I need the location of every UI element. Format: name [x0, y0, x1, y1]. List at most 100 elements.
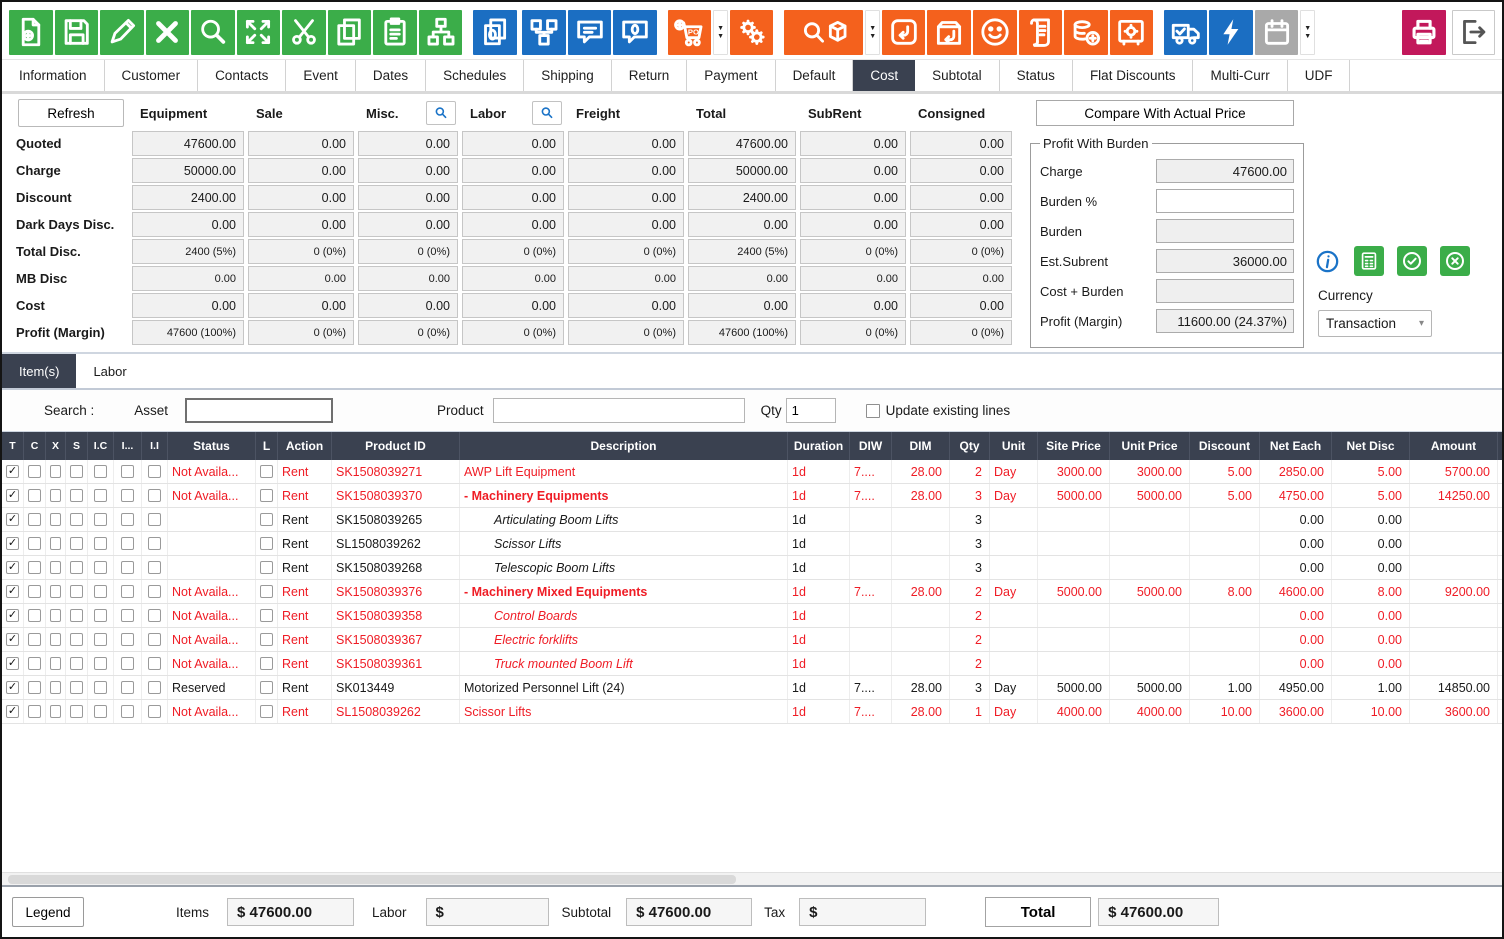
- dropdown-arrows-button[interactable]: ▼ ▼: [713, 9, 728, 55]
- calculate-button[interactable]: [1354, 246, 1384, 276]
- row-flag-checkbox[interactable]: ✓: [6, 585, 19, 598]
- items-column-header-unit[interactable]: Unit: [990, 432, 1038, 460]
- row-flag-checkbox[interactable]: ✓: [6, 609, 19, 622]
- line-checkbox[interactable]: [260, 705, 273, 718]
- items-tab-items[interactable]: Item(s): [2, 354, 77, 388]
- items-column-header-l[interactable]: L: [256, 432, 278, 460]
- items-column-header-product-id[interactable]: Product ID: [332, 432, 460, 460]
- row-flag-checkbox[interactable]: [94, 489, 107, 502]
- row-flag-checkbox[interactable]: [121, 537, 134, 550]
- line-checkbox[interactable]: [260, 681, 273, 694]
- row-flag-checkbox[interactable]: [121, 585, 134, 598]
- items-column-header-discount[interactable]: Discount: [1190, 432, 1260, 460]
- cost-labor-search-button[interactable]: [532, 101, 562, 125]
- items-column-header-i-c[interactable]: I.C: [88, 432, 114, 460]
- safe-button[interactable]: [1109, 9, 1154, 55]
- tab-information[interactable]: Information: [2, 60, 105, 91]
- line-checkbox[interactable]: [260, 657, 273, 670]
- row-flag-checkbox[interactable]: ✓: [6, 513, 19, 526]
- row-flag-checkbox[interactable]: [28, 465, 41, 478]
- items-column-header-unit-price[interactable]: Unit Price: [1110, 432, 1190, 460]
- row-flag-checkbox[interactable]: ✓: [6, 537, 19, 550]
- row-flag-checkbox[interactable]: [70, 489, 83, 502]
- gears-button[interactable]: [729, 9, 774, 55]
- line-checkbox[interactable]: [260, 561, 273, 574]
- purchase-order-cart-button[interactable]: PO: [667, 9, 712, 55]
- compare-with-actual-price-button[interactable]: Compare With Actual Price: [1036, 100, 1294, 126]
- row-flag-checkbox[interactable]: [121, 705, 134, 718]
- row-flag-checkbox[interactable]: [50, 489, 61, 502]
- receipt-button[interactable]: [1018, 9, 1063, 55]
- row-flag-checkbox[interactable]: [28, 537, 41, 550]
- items-column-header-status[interactable]: Status: [168, 432, 256, 460]
- row-flag-checkbox[interactable]: [28, 609, 41, 622]
- row-flag-checkbox[interactable]: [50, 561, 61, 574]
- cost-misc-search-button[interactable]: [426, 101, 456, 125]
- row-flag-checkbox[interactable]: [50, 657, 61, 670]
- row-flag-checkbox[interactable]: [50, 585, 61, 598]
- row-flag-checkbox[interactable]: [121, 609, 134, 622]
- row-flag-checkbox[interactable]: [50, 465, 61, 478]
- items-column-header-dim[interactable]: DIM: [892, 432, 950, 460]
- box-return-button[interactable]: [927, 9, 972, 55]
- row-flag-checkbox[interactable]: [148, 537, 161, 550]
- exit-button[interactable]: [1451, 9, 1496, 55]
- row-flag-checkbox[interactable]: [50, 681, 61, 694]
- row-flag-checkbox[interactable]: [28, 657, 41, 670]
- tab-udf[interactable]: UDF: [1288, 60, 1351, 91]
- table-row[interactable]: ✓ Not Availa... Rent SK1508039367 Electric f…: [2, 628, 1502, 652]
- items-column-header-amount[interactable]: Amount: [1410, 432, 1498, 460]
- row-flag-checkbox[interactable]: [94, 537, 107, 550]
- row-flag-checkbox[interactable]: ✓: [6, 633, 19, 646]
- search-button[interactable]: [191, 9, 235, 55]
- row-flag-checkbox[interactable]: ✓: [6, 489, 19, 502]
- row-flag-checkbox[interactable]: [148, 561, 161, 574]
- line-checkbox[interactable]: [260, 489, 273, 502]
- workflow-button[interactable]: [522, 9, 566, 55]
- items-column-header-s[interactable]: S: [66, 432, 88, 460]
- table-row[interactable]: ✓ Not Availa... Rent SK1508039370- Machiner…: [2, 484, 1502, 508]
- row-flag-checkbox[interactable]: [148, 465, 161, 478]
- lightning-button[interactable]: [1209, 9, 1253, 55]
- tab-dates[interactable]: Dates: [356, 60, 427, 91]
- row-flag-checkbox[interactable]: [70, 705, 83, 718]
- tab-status[interactable]: Status: [1000, 60, 1073, 91]
- dropdown-arrows-button[interactable]: ▼ ▼: [1300, 9, 1316, 55]
- asset-input[interactable]: [185, 398, 334, 423]
- items-column-header-description[interactable]: Description: [460, 432, 788, 460]
- items-column-header-i-[interactable]: I...: [114, 432, 142, 460]
- comment-count-button[interactable]: [613, 9, 658, 55]
- row-flag-checkbox[interactable]: [50, 537, 61, 550]
- row-flag-checkbox[interactable]: [148, 489, 161, 502]
- print-button[interactable]: [1402, 9, 1446, 55]
- table-row[interactable]: ✓ Rent SK1508039268 Telescopic Boom Lifts 1d…: [2, 556, 1502, 580]
- line-checkbox[interactable]: [260, 609, 273, 622]
- row-flag-checkbox[interactable]: [121, 657, 134, 670]
- qty-input[interactable]: [785, 398, 836, 423]
- row-flag-checkbox[interactable]: [121, 465, 134, 478]
- row-flag-checkbox[interactable]: [94, 513, 107, 526]
- journal-return-button[interactable]: [881, 9, 926, 55]
- currency-dropdown[interactable]: Transaction ▾: [1318, 310, 1432, 337]
- row-flag-checkbox[interactable]: [70, 585, 83, 598]
- expand-button[interactable]: [236, 9, 281, 55]
- row-flag-checkbox[interactable]: [94, 561, 107, 574]
- items-column-header-diw[interactable]: DIW: [850, 432, 892, 460]
- row-flag-checkbox[interactable]: ✓: [6, 561, 19, 574]
- table-row[interactable]: ✓ Not Availa... Rent SK1508039271 AWP Lift E…: [2, 460, 1502, 484]
- save-button[interactable]: [54, 9, 99, 55]
- row-flag-checkbox[interactable]: [50, 513, 61, 526]
- row-flag-checkbox[interactable]: [148, 657, 161, 670]
- row-flag-checkbox[interactable]: [121, 489, 134, 502]
- row-flag-checkbox[interactable]: [28, 585, 41, 598]
- row-flag-checkbox[interactable]: [50, 705, 61, 718]
- items-column-header-site-price[interactable]: Site Price: [1038, 432, 1110, 460]
- row-flag-checkbox[interactable]: [28, 633, 41, 646]
- row-flag-checkbox[interactable]: [70, 681, 83, 694]
- delete-button[interactable]: [145, 9, 190, 55]
- product-search-button[interactable]: [784, 9, 864, 55]
- items-column-header-i-i[interactable]: I.I: [142, 432, 168, 460]
- tab-shipping[interactable]: Shipping: [524, 60, 612, 91]
- row-flag-checkbox[interactable]: [94, 657, 107, 670]
- row-flag-checkbox[interactable]: ✓: [6, 705, 19, 718]
